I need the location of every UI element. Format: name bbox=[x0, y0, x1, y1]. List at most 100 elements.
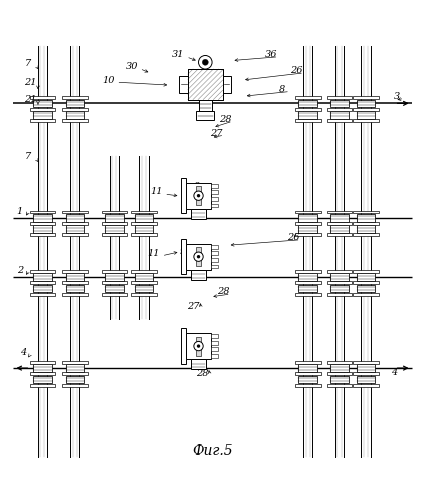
Bar bbox=[65, 226, 84, 233]
Bar bbox=[357, 99, 375, 107]
Text: 36: 36 bbox=[265, 50, 277, 59]
Bar bbox=[191, 270, 206, 280]
Bar bbox=[327, 96, 352, 99]
Bar bbox=[211, 184, 218, 188]
Bar bbox=[353, 361, 379, 364]
Bar bbox=[295, 119, 320, 122]
Bar bbox=[29, 222, 55, 225]
Bar bbox=[179, 76, 188, 93]
Text: 27: 27 bbox=[187, 302, 200, 311]
Text: Фиг.5: Фиг.5 bbox=[192, 444, 233, 458]
Bar bbox=[62, 234, 88, 237]
Bar bbox=[353, 108, 379, 111]
Bar bbox=[196, 247, 201, 266]
Bar bbox=[33, 99, 51, 107]
Bar bbox=[211, 354, 218, 358]
Bar bbox=[298, 376, 317, 383]
Bar bbox=[327, 222, 352, 225]
Bar bbox=[65, 111, 84, 119]
Text: 21: 21 bbox=[24, 78, 37, 87]
Text: 9: 9 bbox=[193, 182, 199, 191]
Bar bbox=[102, 234, 127, 237]
Bar bbox=[298, 364, 317, 372]
Bar bbox=[105, 273, 124, 281]
Bar bbox=[62, 119, 88, 122]
Bar bbox=[353, 281, 379, 284]
Bar bbox=[295, 361, 320, 364]
Bar bbox=[330, 111, 349, 119]
Bar bbox=[29, 108, 55, 111]
Bar bbox=[62, 270, 88, 273]
Bar bbox=[198, 99, 212, 111]
Text: 26: 26 bbox=[287, 233, 299, 242]
Bar bbox=[191, 359, 206, 369]
Bar bbox=[135, 284, 153, 292]
Bar bbox=[330, 273, 349, 281]
Bar bbox=[353, 96, 379, 99]
Bar bbox=[211, 197, 218, 201]
Text: 7: 7 bbox=[25, 58, 31, 67]
Bar bbox=[353, 270, 379, 273]
Bar bbox=[102, 222, 127, 225]
Bar bbox=[33, 214, 51, 222]
Bar bbox=[295, 384, 320, 387]
Bar bbox=[196, 186, 201, 205]
Bar bbox=[295, 281, 320, 284]
Bar bbox=[298, 284, 317, 292]
Text: 28: 28 bbox=[196, 369, 209, 378]
Text: 2: 2 bbox=[17, 266, 23, 275]
Text: 26: 26 bbox=[290, 66, 303, 75]
Bar bbox=[131, 293, 156, 296]
Bar bbox=[131, 281, 156, 284]
Bar bbox=[295, 234, 320, 237]
Bar bbox=[327, 270, 352, 273]
Bar bbox=[65, 284, 84, 292]
Bar bbox=[62, 211, 88, 214]
Bar bbox=[29, 119, 55, 122]
Bar bbox=[33, 284, 51, 292]
Bar bbox=[131, 222, 156, 225]
Bar bbox=[188, 69, 223, 99]
Bar bbox=[29, 361, 55, 364]
Text: 9: 9 bbox=[180, 247, 186, 256]
Bar bbox=[327, 119, 352, 122]
Bar bbox=[135, 273, 153, 281]
Bar bbox=[65, 273, 84, 281]
Bar bbox=[65, 214, 84, 222]
Bar bbox=[29, 234, 55, 237]
Bar bbox=[33, 273, 51, 281]
Bar bbox=[131, 211, 156, 214]
Bar bbox=[357, 111, 375, 119]
Bar bbox=[211, 264, 218, 268]
Bar bbox=[191, 209, 206, 219]
Bar bbox=[353, 234, 379, 237]
Bar bbox=[29, 384, 55, 387]
Bar bbox=[105, 226, 124, 233]
Bar bbox=[211, 204, 218, 208]
Bar bbox=[211, 251, 218, 255]
Bar bbox=[29, 211, 55, 214]
Bar bbox=[211, 334, 218, 338]
Bar bbox=[62, 361, 88, 364]
Bar bbox=[357, 284, 375, 292]
Bar bbox=[295, 211, 320, 214]
Bar bbox=[135, 226, 153, 233]
Text: 27: 27 bbox=[210, 129, 223, 138]
Bar bbox=[295, 293, 320, 296]
Bar bbox=[295, 108, 320, 111]
Bar bbox=[353, 119, 379, 122]
Bar bbox=[62, 372, 88, 375]
Circle shape bbox=[197, 194, 200, 198]
Bar bbox=[65, 99, 84, 107]
Bar bbox=[62, 108, 88, 111]
Bar bbox=[223, 76, 231, 93]
Bar bbox=[330, 376, 349, 383]
Bar bbox=[357, 226, 375, 233]
Circle shape bbox=[197, 255, 200, 258]
Bar bbox=[327, 211, 352, 214]
Bar bbox=[327, 384, 352, 387]
Bar bbox=[105, 214, 124, 222]
Circle shape bbox=[197, 344, 200, 348]
Bar bbox=[65, 364, 84, 372]
Bar bbox=[186, 333, 211, 359]
